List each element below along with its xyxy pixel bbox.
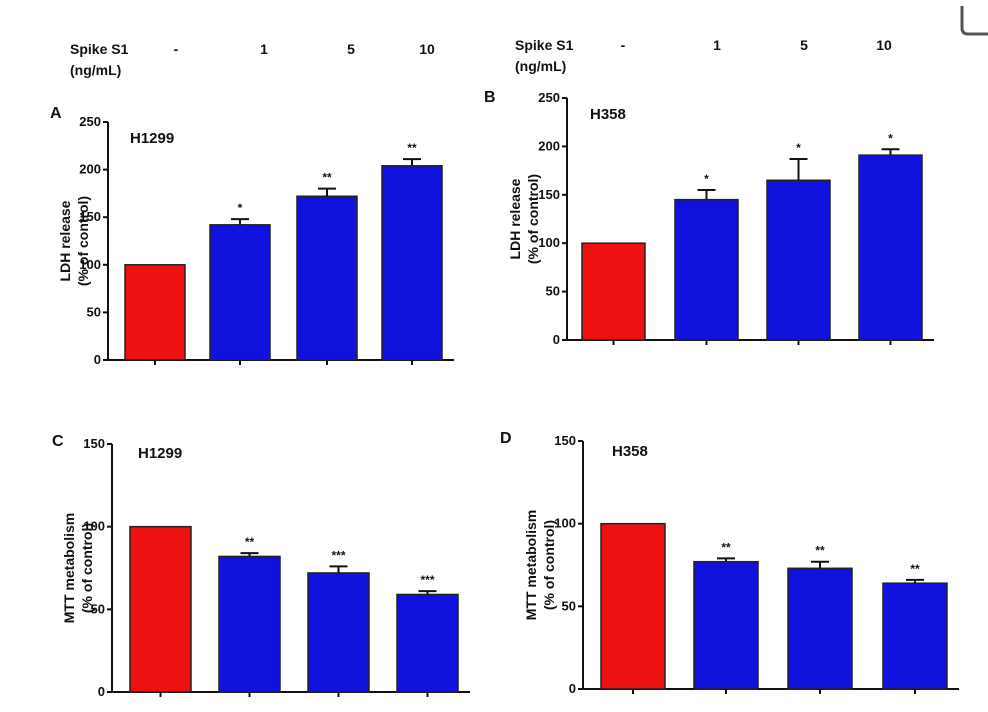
header-label-line1: Spike S1 [70, 41, 129, 57]
y-axis-title-line1: MTT metabolism [523, 510, 539, 620]
y-tick-label: 100 [79, 257, 101, 272]
bar-10 [858, 154, 923, 341]
significance-marker: * [888, 131, 893, 145]
y-tick-label: 150 [79, 209, 101, 224]
y-tick-label: 50 [91, 601, 105, 616]
panel-a: A H1299 0 50 100 150 200 250 LDH release (% of co… [50, 105, 454, 367]
dose-header-right: Spike S1 (ng/mL) - 1 5 10 [515, 37, 892, 74]
significance-marker: * [704, 172, 709, 186]
bar-5 [766, 179, 831, 341]
y-tick-label: 100 [554, 516, 576, 531]
bar-1 [218, 555, 281, 693]
y-axis-title: MTT metabolism (% of control) [61, 513, 95, 623]
y-axis-title-line2: (% of control) [525, 174, 541, 264]
significance-marker: * [238, 201, 243, 215]
header-dose: 1 [260, 41, 268, 57]
bar-10 [882, 582, 948, 690]
cell-line-title: H1299 [138, 445, 182, 462]
bar-- [124, 264, 186, 361]
y-tick-label: 100 [538, 235, 560, 250]
y-axis-title-line1: MTT metabolism [61, 513, 77, 623]
panel-d: D H358 0 50 100 150 MTT metabolism (% of contro… [500, 430, 959, 696]
panel-letter: D [500, 430, 512, 447]
significance-marker: ** [721, 540, 731, 554]
header-label-line1: Spike S1 [515, 37, 574, 53]
y-tick-label: 0 [98, 684, 105, 699]
panel-letter: A [50, 105, 62, 122]
y-axis-title: LDH release (% of control) [57, 196, 91, 286]
y-tick-label: 150 [83, 436, 105, 451]
header-dose: 1 [713, 37, 721, 53]
bar-1 [693, 560, 759, 690]
header-dose: 5 [347, 41, 355, 57]
y-tick-label: 50 [562, 598, 576, 613]
y-tick-label: 0 [569, 681, 576, 696]
cell-line-title: H1299 [130, 130, 174, 147]
panel-letter: B [484, 89, 496, 106]
y-tick-label: 250 [79, 114, 101, 129]
y-tick-label: 150 [538, 187, 560, 202]
header-label-line2: (ng/mL) [515, 58, 566, 74]
significance-marker: *** [331, 548, 345, 562]
header-dose: - [174, 41, 179, 57]
significance-marker: * [796, 141, 801, 155]
bar-1 [674, 198, 739, 341]
y-tick-label: 200 [79, 162, 101, 177]
y-axis-title: MTT metabolism (% of control) [523, 510, 557, 620]
bar-1 [209, 224, 271, 361]
y-tick-label: 50 [546, 284, 560, 299]
cell-line-title: H358 [612, 443, 648, 460]
bar-- [129, 525, 192, 693]
significance-marker: ** [815, 544, 825, 558]
y-axis-title-line1: LDH release [507, 178, 523, 259]
significance-marker: ** [322, 171, 332, 185]
y-axis-title-line2: (% of control) [75, 196, 91, 286]
bar-10 [396, 593, 459, 693]
bar-10 [381, 165, 443, 361]
y-axis-title-line2: (% of control) [541, 520, 557, 610]
header-dose: - [621, 37, 626, 53]
cell-line-title: H358 [590, 106, 626, 123]
y-axis-title-line2: (% of control) [79, 523, 95, 613]
y-axis-title-line1: LDH release [57, 200, 73, 281]
panel-b: B H358 0 50 100 150 200 250 LDH release (% of con… [484, 89, 934, 347]
y-axis-title: LDH release (% of control) [507, 174, 541, 264]
y-tick-label: 200 [538, 138, 560, 153]
bar-- [581, 242, 646, 341]
header-dose: 10 [419, 41, 435, 57]
y-tick-label: 50 [87, 304, 101, 319]
bar-5 [296, 195, 358, 361]
significance-marker: *** [420, 573, 434, 587]
bar-5 [787, 567, 853, 690]
significance-marker: ** [245, 535, 255, 549]
corner-frame-icon [960, 6, 988, 36]
bar-5 [307, 572, 370, 693]
y-tick-label: 250 [538, 90, 560, 105]
header-dose: 10 [876, 37, 892, 53]
panel-letter: C [52, 433, 64, 450]
dose-header-left: Spike S1 (ng/mL) - 1 5 10 [70, 41, 435, 78]
y-tick-label: 100 [83, 519, 105, 534]
significance-marker: ** [407, 141, 417, 155]
significance-marker: ** [910, 562, 920, 576]
header-dose: 5 [800, 37, 808, 53]
y-tick-label: 0 [94, 352, 101, 367]
header-label-line2: (ng/mL) [70, 62, 121, 78]
y-tick-label: 150 [554, 433, 576, 448]
y-tick-label: 0 [553, 332, 560, 347]
panel-c: C H1299 0 50 100 150 MTT metabolism (% of contr… [52, 433, 470, 699]
bar-- [600, 522, 666, 690]
